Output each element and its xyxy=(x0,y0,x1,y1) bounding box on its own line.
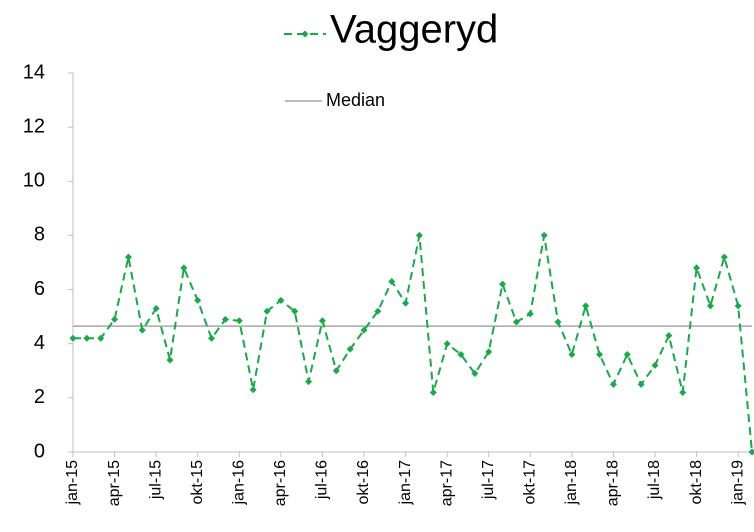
legend-label: Median xyxy=(326,90,385,110)
point xyxy=(471,369,479,377)
y-tick-label: 0 xyxy=(34,440,45,462)
point xyxy=(318,317,326,325)
y-tick-label: 2 xyxy=(34,386,45,408)
point xyxy=(568,351,576,359)
point xyxy=(291,307,299,315)
x-tick-label: okt-17 xyxy=(522,460,539,505)
point xyxy=(374,307,382,315)
x-tick-label: apr-17 xyxy=(438,460,455,506)
point xyxy=(582,302,590,310)
point xyxy=(360,326,368,334)
x-tick-label: jul-18 xyxy=(646,460,663,500)
x-tick-label: jan-16 xyxy=(231,460,248,506)
x-tick-label: jul-16 xyxy=(314,460,331,500)
y-tick-label: 10 xyxy=(23,170,45,192)
point xyxy=(305,378,313,386)
point xyxy=(623,351,631,359)
point xyxy=(152,305,160,313)
point xyxy=(97,334,105,342)
point xyxy=(609,380,617,388)
point xyxy=(111,315,119,323)
legend-marker xyxy=(301,30,309,38)
point xyxy=(512,318,520,326)
x-tick-label: jan-17 xyxy=(397,460,414,506)
point xyxy=(138,326,146,334)
point xyxy=(221,315,229,323)
point xyxy=(720,253,728,261)
point xyxy=(263,307,271,315)
legend-label: Vaggeryd xyxy=(330,8,498,52)
x-tick-label: okt-18 xyxy=(688,460,705,505)
point xyxy=(402,299,410,307)
y-tick-label: 6 xyxy=(34,278,45,300)
x-tick-label: apr-16 xyxy=(272,460,289,506)
point xyxy=(83,334,91,342)
point xyxy=(637,380,645,388)
point xyxy=(526,310,534,318)
point xyxy=(166,356,174,364)
x-tick-label: jul-15 xyxy=(147,460,164,500)
point xyxy=(485,348,493,356)
x-tick-label: okt-15 xyxy=(189,460,206,505)
point xyxy=(249,386,257,394)
point xyxy=(180,264,188,272)
point xyxy=(499,280,507,288)
x-tick-label: apr-18 xyxy=(605,460,622,506)
point xyxy=(443,340,451,348)
point xyxy=(69,334,77,342)
line-series xyxy=(73,235,753,453)
point xyxy=(194,296,202,304)
point xyxy=(651,361,659,369)
point xyxy=(706,302,714,310)
x-tick-label: jul-17 xyxy=(480,460,497,500)
x-tick-label: jan-19 xyxy=(729,460,746,506)
y-tick-label: 8 xyxy=(34,224,45,246)
point xyxy=(457,351,465,359)
point xyxy=(235,317,243,325)
x-tick-label: apr-15 xyxy=(106,460,123,506)
x-tick-label: jan-15 xyxy=(64,460,81,506)
x-tick-label: okt-16 xyxy=(355,460,372,505)
point xyxy=(554,318,562,326)
point xyxy=(346,345,354,353)
point xyxy=(208,334,216,342)
y-tick-label: 4 xyxy=(34,332,45,354)
point xyxy=(332,367,340,375)
point xyxy=(277,296,285,304)
point xyxy=(596,351,604,359)
point xyxy=(124,253,132,261)
point xyxy=(665,332,673,340)
point xyxy=(540,231,548,239)
point xyxy=(679,388,687,396)
point xyxy=(734,302,742,310)
point xyxy=(429,388,437,396)
y-tick-label: 14 xyxy=(23,61,45,83)
point xyxy=(415,231,423,239)
point xyxy=(388,277,396,285)
point xyxy=(748,448,754,456)
point xyxy=(693,264,701,272)
y-tick-label: 12 xyxy=(23,115,45,137)
x-tick-label: jan-18 xyxy=(563,460,580,506)
